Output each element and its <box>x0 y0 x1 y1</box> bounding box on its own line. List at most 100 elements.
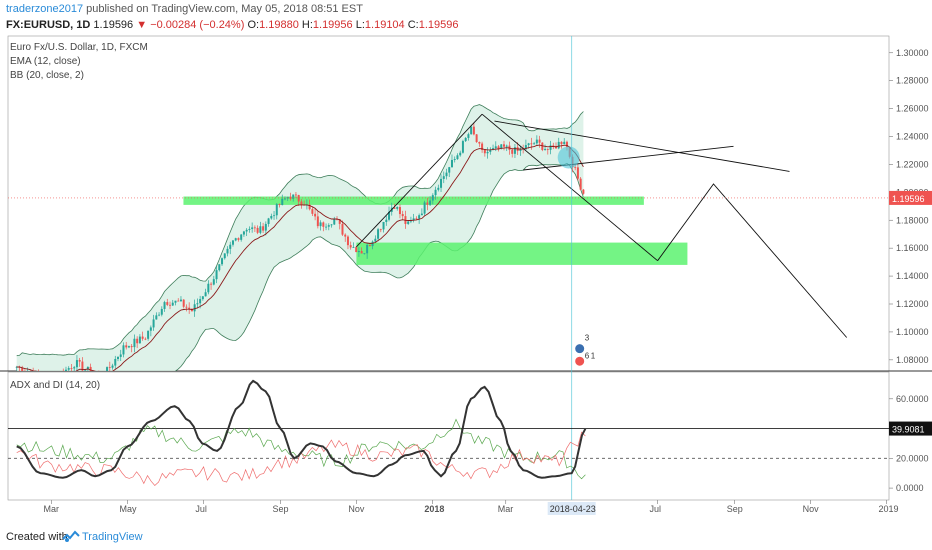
candle-body <box>475 134 478 142</box>
candle-body <box>223 253 226 259</box>
candle-body <box>122 345 125 355</box>
candle-body <box>407 221 410 224</box>
candle-body <box>467 134 470 138</box>
candle-body <box>349 245 352 248</box>
candle-body <box>149 327 152 331</box>
candle-body <box>283 198 286 200</box>
price-tick-label: 1.18000 <box>896 215 929 225</box>
candle-body <box>396 207 399 209</box>
candle-body <box>352 247 355 248</box>
main-legend-title: Euro Fx/U.S. Dollar, 1D, FXCM <box>10 42 148 53</box>
candle-body <box>382 221 385 230</box>
candle-body <box>103 378 105 381</box>
candle-body <box>210 283 213 285</box>
candle-body <box>431 195 434 201</box>
symbol-quote-line: FX:EURUSD, 1D 1.19596 ▼ −0.00284 (−0.24%… <box>6 19 459 31</box>
candle-body <box>245 229 248 232</box>
candle-body <box>117 356 120 360</box>
candle-body <box>275 204 278 216</box>
candle-body <box>248 228 251 230</box>
candle-body <box>552 145 555 147</box>
candle-body <box>201 296 204 300</box>
candle-body <box>426 202 429 205</box>
candle-body <box>502 144 505 147</box>
candle-body <box>505 145 508 147</box>
trend-line-2 <box>481 113 658 262</box>
candle-body <box>368 244 371 247</box>
candle-body <box>229 244 232 249</box>
candle-body <box>308 204 311 210</box>
chart-canvas[interactable]: 3 6 1 1.30000 1.28000 1.26000 1.24000 1.22000 1.… <box>0 0 932 526</box>
candle-body <box>119 354 122 357</box>
price-tick-label: 1.08000 <box>896 355 929 365</box>
time-tick-label: Mar <box>44 504 60 514</box>
adx-plot-area <box>8 379 932 487</box>
candle-body <box>144 338 147 340</box>
adx-legend[interactable]: ADX and DI (14, 20) <box>10 380 101 391</box>
candle-body <box>89 366 92 371</box>
symbol-name[interactable]: FX:EURUSD, 1D <box>6 19 91 31</box>
candle-body <box>541 142 544 150</box>
candle-body <box>185 306 188 308</box>
time-tick-label: 2018 <box>424 504 444 514</box>
price-change: −0.00284 (−0.24%) <box>150 19 245 31</box>
candle-body <box>530 143 533 145</box>
footer: Created with TradingView <box>0 526 932 550</box>
candle-body <box>481 143 484 151</box>
candle-body <box>60 373 62 379</box>
candle-body <box>560 141 563 145</box>
tradingview-brand[interactable]: TradingView <box>82 531 143 543</box>
candle-body <box>355 247 358 253</box>
bb-legend[interactable]: BB (20, close, 2) <box>10 70 84 81</box>
trend-line-3 <box>494 120 790 172</box>
support-zone-2 <box>356 242 688 265</box>
candle-body <box>106 367 109 371</box>
candle-body <box>215 270 218 280</box>
highlight-circle <box>557 146 580 169</box>
candle-body <box>470 126 473 135</box>
price-tick-label: 1.22000 <box>896 159 929 169</box>
price-tick-label: 1.26000 <box>896 104 929 114</box>
candle-body <box>557 141 560 149</box>
time-tick-label: Nov <box>348 504 365 514</box>
candle-body <box>412 218 415 221</box>
time-tick-label: Sep <box>273 504 289 514</box>
publish-info: published on TradingView.com, May 05, 20… <box>86 3 363 15</box>
event-marker-icon <box>574 355 586 367</box>
candle-body <box>281 198 284 206</box>
last-price: 1.19596 <box>93 19 134 31</box>
candle-body <box>190 309 193 312</box>
candle-body <box>544 148 547 150</box>
candle-body <box>579 178 582 190</box>
candle-body <box>98 376 100 377</box>
author-link[interactable]: traderzone2017 <box>6 3 84 15</box>
candle-body <box>155 315 158 320</box>
adx-pane-frame <box>7 371 890 501</box>
candle-body <box>242 231 245 235</box>
candle-body <box>262 226 265 231</box>
candle-body <box>423 202 426 214</box>
candle-body <box>73 367 76 369</box>
candle-body <box>174 300 177 303</box>
candle-body <box>418 215 421 219</box>
candle-body <box>204 292 207 297</box>
di-minus-line <box>16 431 586 487</box>
price-tick-label: 1.30000 <box>896 48 929 58</box>
candle-body <box>483 150 486 154</box>
low-value: 1.19104 <box>364 19 405 31</box>
candle-body <box>114 359 117 366</box>
candle-body <box>500 144 503 149</box>
candle-body <box>388 211 391 220</box>
trend-line-1 <box>356 113 483 248</box>
candle-body <box>212 279 215 285</box>
candle-body <box>136 338 139 344</box>
candle-body <box>294 194 297 196</box>
candle-body <box>193 304 196 312</box>
candle-body <box>327 225 330 227</box>
candle-body <box>420 213 423 216</box>
candle-body <box>434 189 437 196</box>
candle-body <box>147 330 150 339</box>
ema-legend[interactable]: EMA (12, close) <box>10 56 81 67</box>
candle-body <box>513 147 516 154</box>
publish-line: traderzone2017 published on TradingView.… <box>6 3 363 15</box>
